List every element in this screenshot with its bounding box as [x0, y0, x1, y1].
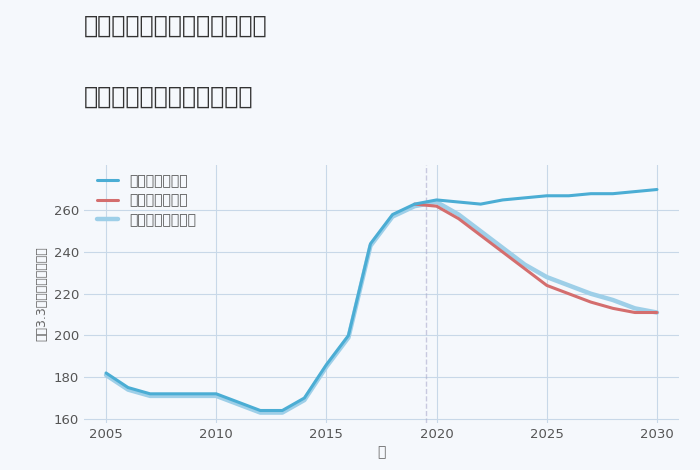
グッドシナリオ — [102, 370, 110, 376]
ノーマルシナリオ — [168, 393, 176, 399]
バッドシナリオ — [631, 310, 639, 315]
グッドシナリオ — [498, 197, 507, 203]
ノーマルシナリオ — [146, 393, 154, 399]
グッドシナリオ — [389, 212, 397, 217]
Line: バッドシナリオ: バッドシナリオ — [414, 204, 657, 313]
グッドシナリオ — [234, 400, 242, 405]
ノーマルシナリオ — [521, 262, 529, 267]
バッドシナリオ — [653, 310, 662, 315]
ノーマルシナリオ — [433, 199, 441, 205]
ノーマルシナリオ — [300, 397, 309, 403]
グッドシナリオ — [653, 187, 662, 192]
グッドシナリオ — [477, 201, 485, 207]
グッドシナリオ — [124, 385, 132, 391]
ノーマルシナリオ — [653, 310, 662, 315]
Text: 神奈川県横浜市中区吉田町の: 神奈川県横浜市中区吉田町の — [84, 14, 267, 38]
ノーマルシナリオ — [542, 274, 551, 280]
グッドシナリオ — [609, 191, 617, 196]
グッドシナリオ — [146, 391, 154, 397]
グッドシナリオ — [565, 193, 573, 199]
グッドシナリオ — [454, 199, 463, 205]
ノーマルシナリオ — [477, 228, 485, 234]
グッドシナリオ — [300, 395, 309, 401]
ノーマルシナリオ — [102, 372, 110, 378]
ノーマルシナリオ — [454, 212, 463, 217]
グッドシナリオ — [344, 333, 353, 338]
バッドシナリオ — [521, 266, 529, 272]
グッドシナリオ — [631, 189, 639, 195]
Line: ノーマルシナリオ: ノーマルシナリオ — [106, 202, 657, 413]
バッドシナリオ — [498, 249, 507, 255]
ノーマルシナリオ — [389, 214, 397, 219]
ノーマルシナリオ — [234, 401, 242, 407]
バッドシナリオ — [609, 306, 617, 311]
バッドシナリオ — [410, 201, 419, 207]
ノーマルシナリオ — [565, 282, 573, 288]
ノーマルシナリオ — [410, 204, 419, 209]
ノーマルシナリオ — [212, 393, 220, 399]
Y-axis label: 坪（3.3㎡）単価（万円）: 坪（3.3㎡）単価（万円） — [35, 246, 48, 341]
ノーマルシナリオ — [190, 393, 198, 399]
バッドシナリオ — [433, 204, 441, 209]
グッドシナリオ — [587, 191, 595, 196]
Line: グッドシナリオ: グッドシナリオ — [106, 189, 657, 410]
バッドシナリオ — [565, 291, 573, 297]
バッドシナリオ — [542, 282, 551, 288]
バッドシナリオ — [454, 216, 463, 221]
ノーマルシナリオ — [366, 243, 375, 249]
ノーマルシナリオ — [278, 410, 286, 415]
グッドシナリオ — [521, 195, 529, 201]
X-axis label: 年: 年 — [377, 445, 386, 459]
グッドシナリオ — [212, 391, 220, 397]
ノーマルシナリオ — [256, 410, 265, 415]
グッドシナリオ — [542, 193, 551, 199]
グッドシナリオ — [322, 362, 330, 368]
Legend: グッドシナリオ, バッドシナリオ, ノーマルシナリオ: グッドシナリオ, バッドシナリオ, ノーマルシナリオ — [97, 174, 196, 227]
グッドシナリオ — [366, 241, 375, 247]
グッドシナリオ — [190, 391, 198, 397]
ノーマルシナリオ — [587, 291, 595, 297]
グッドシナリオ — [433, 197, 441, 203]
ノーマルシナリオ — [498, 245, 507, 251]
グッドシナリオ — [278, 407, 286, 413]
グッドシナリオ — [168, 391, 176, 397]
バッドシナリオ — [477, 233, 485, 238]
バッドシナリオ — [587, 299, 595, 305]
ノーマルシナリオ — [609, 297, 617, 303]
ノーマルシナリオ — [124, 387, 132, 392]
Text: 中古マンションの価格推移: 中古マンションの価格推移 — [84, 85, 253, 109]
グッドシナリオ — [256, 407, 265, 413]
グッドシナリオ — [410, 201, 419, 207]
ノーマルシナリオ — [322, 364, 330, 369]
ノーマルシナリオ — [631, 306, 639, 311]
ノーマルシナリオ — [344, 335, 353, 340]
